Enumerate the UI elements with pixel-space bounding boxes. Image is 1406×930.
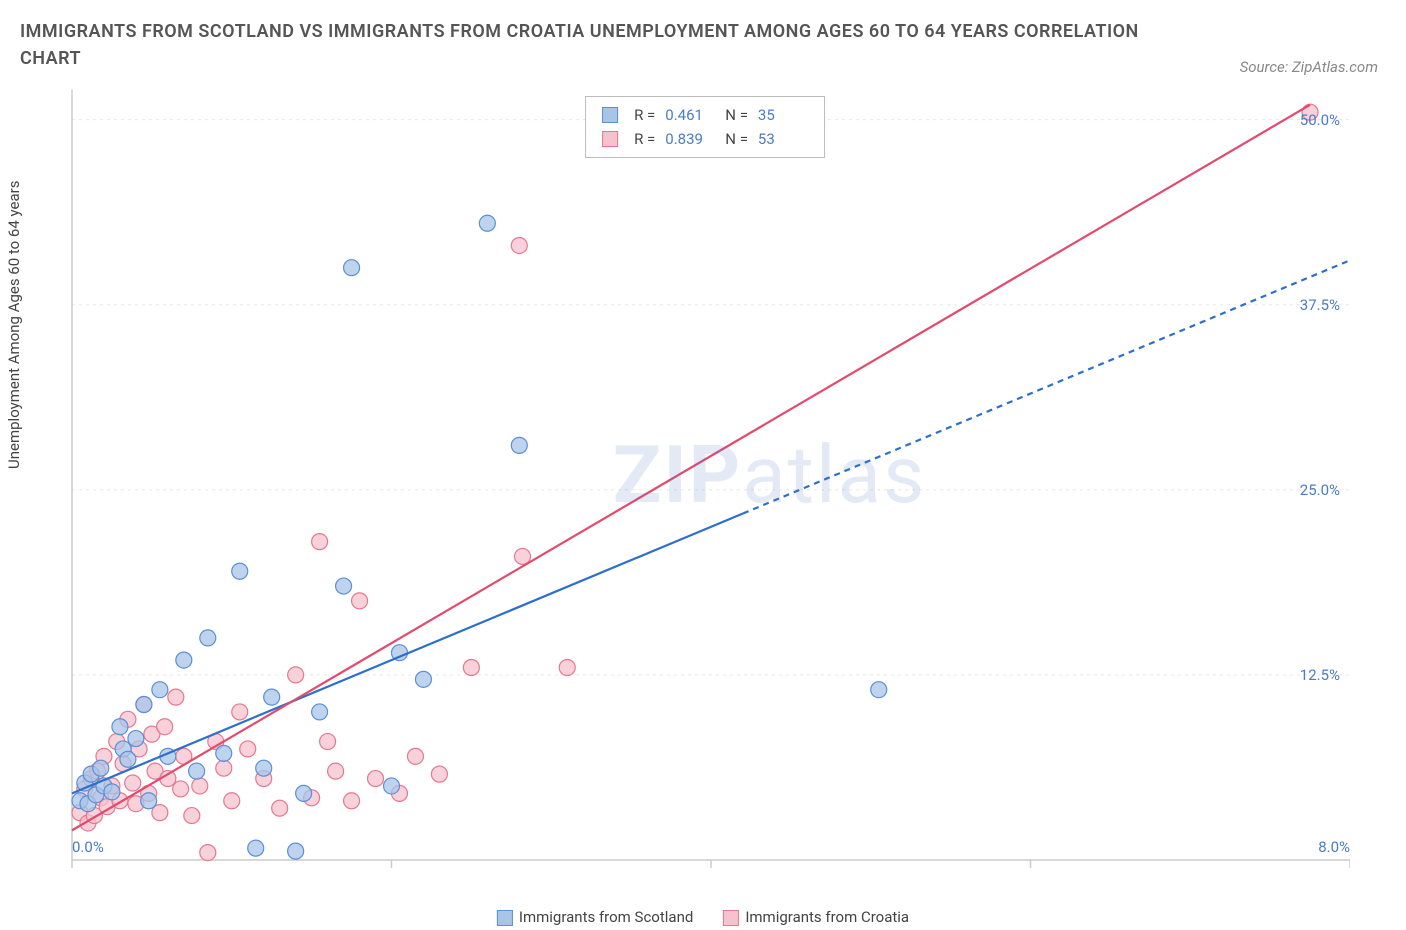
legend-label: Immigrants from Croatia: [745, 908, 909, 926]
x-tick-label: 0.0%: [72, 838, 104, 856]
y-tick-label: 12.5%: [1300, 666, 1340, 684]
stats-row: R = 0.461 N = 35: [602, 103, 808, 127]
stats-n-label: N =: [725, 103, 748, 127]
legend-swatch-icon: [723, 910, 739, 926]
legend-swatch-icon: [602, 131, 618, 147]
legend-swatch-icon: [602, 107, 618, 123]
y-axis-label: Unemployment Among Ages 60 to 64 years: [5, 181, 23, 469]
chart-area: R =0.461N =35R =0.839N =53 ZIPatlas 12.5…: [60, 90, 1350, 860]
stats-legend-box: R = 0.461 N = 35 R = 0.839 N = 53: [585, 96, 825, 158]
stats-r-value: 0.461: [665, 103, 715, 127]
legend-item: Immigrants from Croatia: [723, 908, 909, 926]
legend-item: Immigrants from Scotland: [497, 908, 693, 926]
chart-title: IMMIGRANTS FROM SCOTLAND VS IMMIGRANTS F…: [20, 18, 1140, 72]
y-tick-label: 50.0%: [1300, 111, 1340, 129]
x-tick-label: 8.0%: [1318, 838, 1350, 856]
y-tick-label: 25.0%: [1300, 481, 1340, 499]
bottom-legend: Immigrants from Scotland Immigrants from …: [497, 908, 909, 926]
stats-r-value: 0.839: [665, 127, 715, 151]
source-label: Source: ZipAtlas.com: [1240, 58, 1378, 76]
stats-n-value: 53: [758, 127, 808, 151]
legend-swatch-icon: [497, 910, 513, 926]
stats-n-value: 35: [758, 103, 808, 127]
stats-r-label: R =: [634, 127, 655, 151]
stats-n-label: N =: [725, 127, 748, 151]
y-tick-label: 37.5%: [1300, 296, 1340, 314]
scatter-plot-svg: [60, 90, 1350, 910]
legend-label: Immigrants from Scotland: [519, 908, 693, 926]
stats-row: R = 0.839 N = 53: [602, 127, 808, 151]
stats-r-label: R =: [634, 103, 655, 127]
